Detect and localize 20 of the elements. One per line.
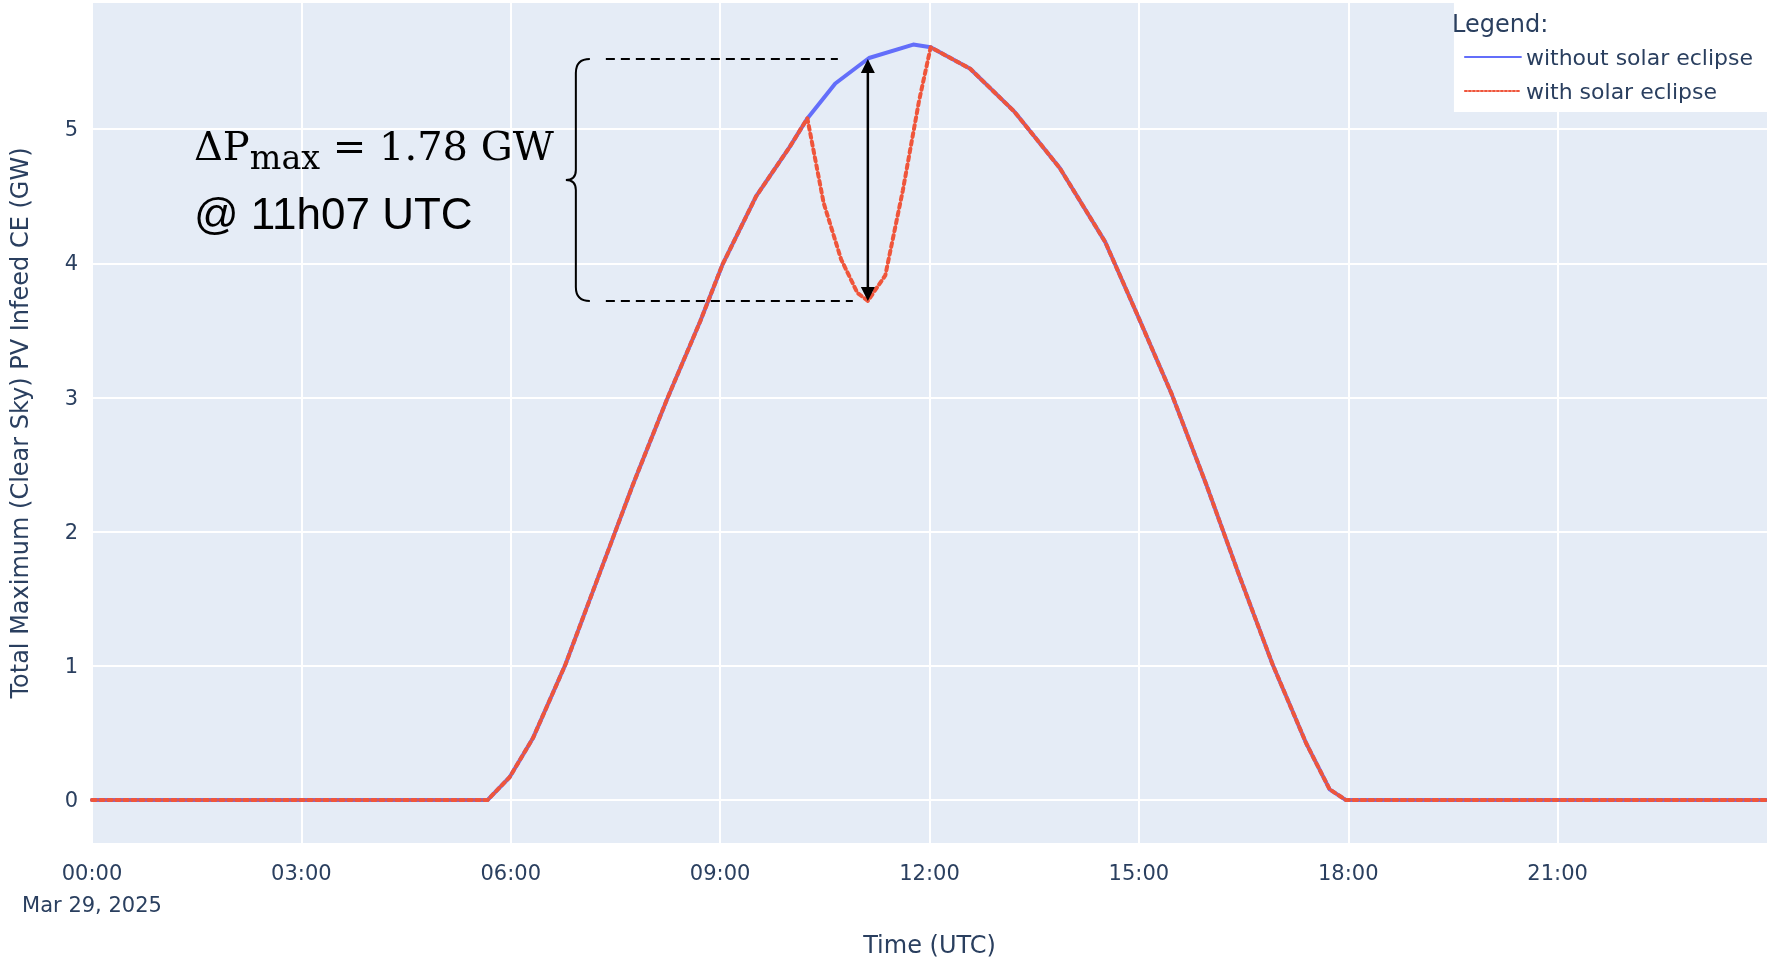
legend-title: Legend: (1452, 10, 1549, 38)
x-axis-title: Time (UTC) (862, 931, 996, 959)
y-tick-label: 4 (64, 251, 78, 276)
x-tick-label: 09:00 (689, 861, 751, 885)
x-tick-label: 00:00 Mar 29, 2025 (22, 861, 162, 917)
y-tick-label: 3 (64, 385, 78, 410)
legend-label: without solar eclipse (1525, 44, 1754, 70)
x-tick-label: 03:00 (271, 861, 332, 885)
y-tick-label: 2 (64, 519, 78, 544)
y-tick-label: 0 (64, 788, 78, 813)
x-tick-label: 18:00 (1317, 861, 1379, 885)
x-tick-label: 21:00 (1527, 861, 1588, 885)
y-axis-title: Total Maximum (Clear Sky) PV Infeed CE (GW) (6, 147, 34, 700)
x-tick-label: 12:00 (899, 861, 960, 885)
legend-label: with solar eclipse (1525, 78, 1717, 104)
x-tick-label: 06:00 (480, 861, 542, 885)
x-tick-label: 15:00 (1108, 861, 1170, 885)
y-tick-label: 5 (64, 117, 78, 142)
y-tick-label: 1 (64, 653, 78, 678)
annotation: ΔP$_{max}$ = 1.78 GW @ 11h07 UTC (193, 121, 554, 240)
